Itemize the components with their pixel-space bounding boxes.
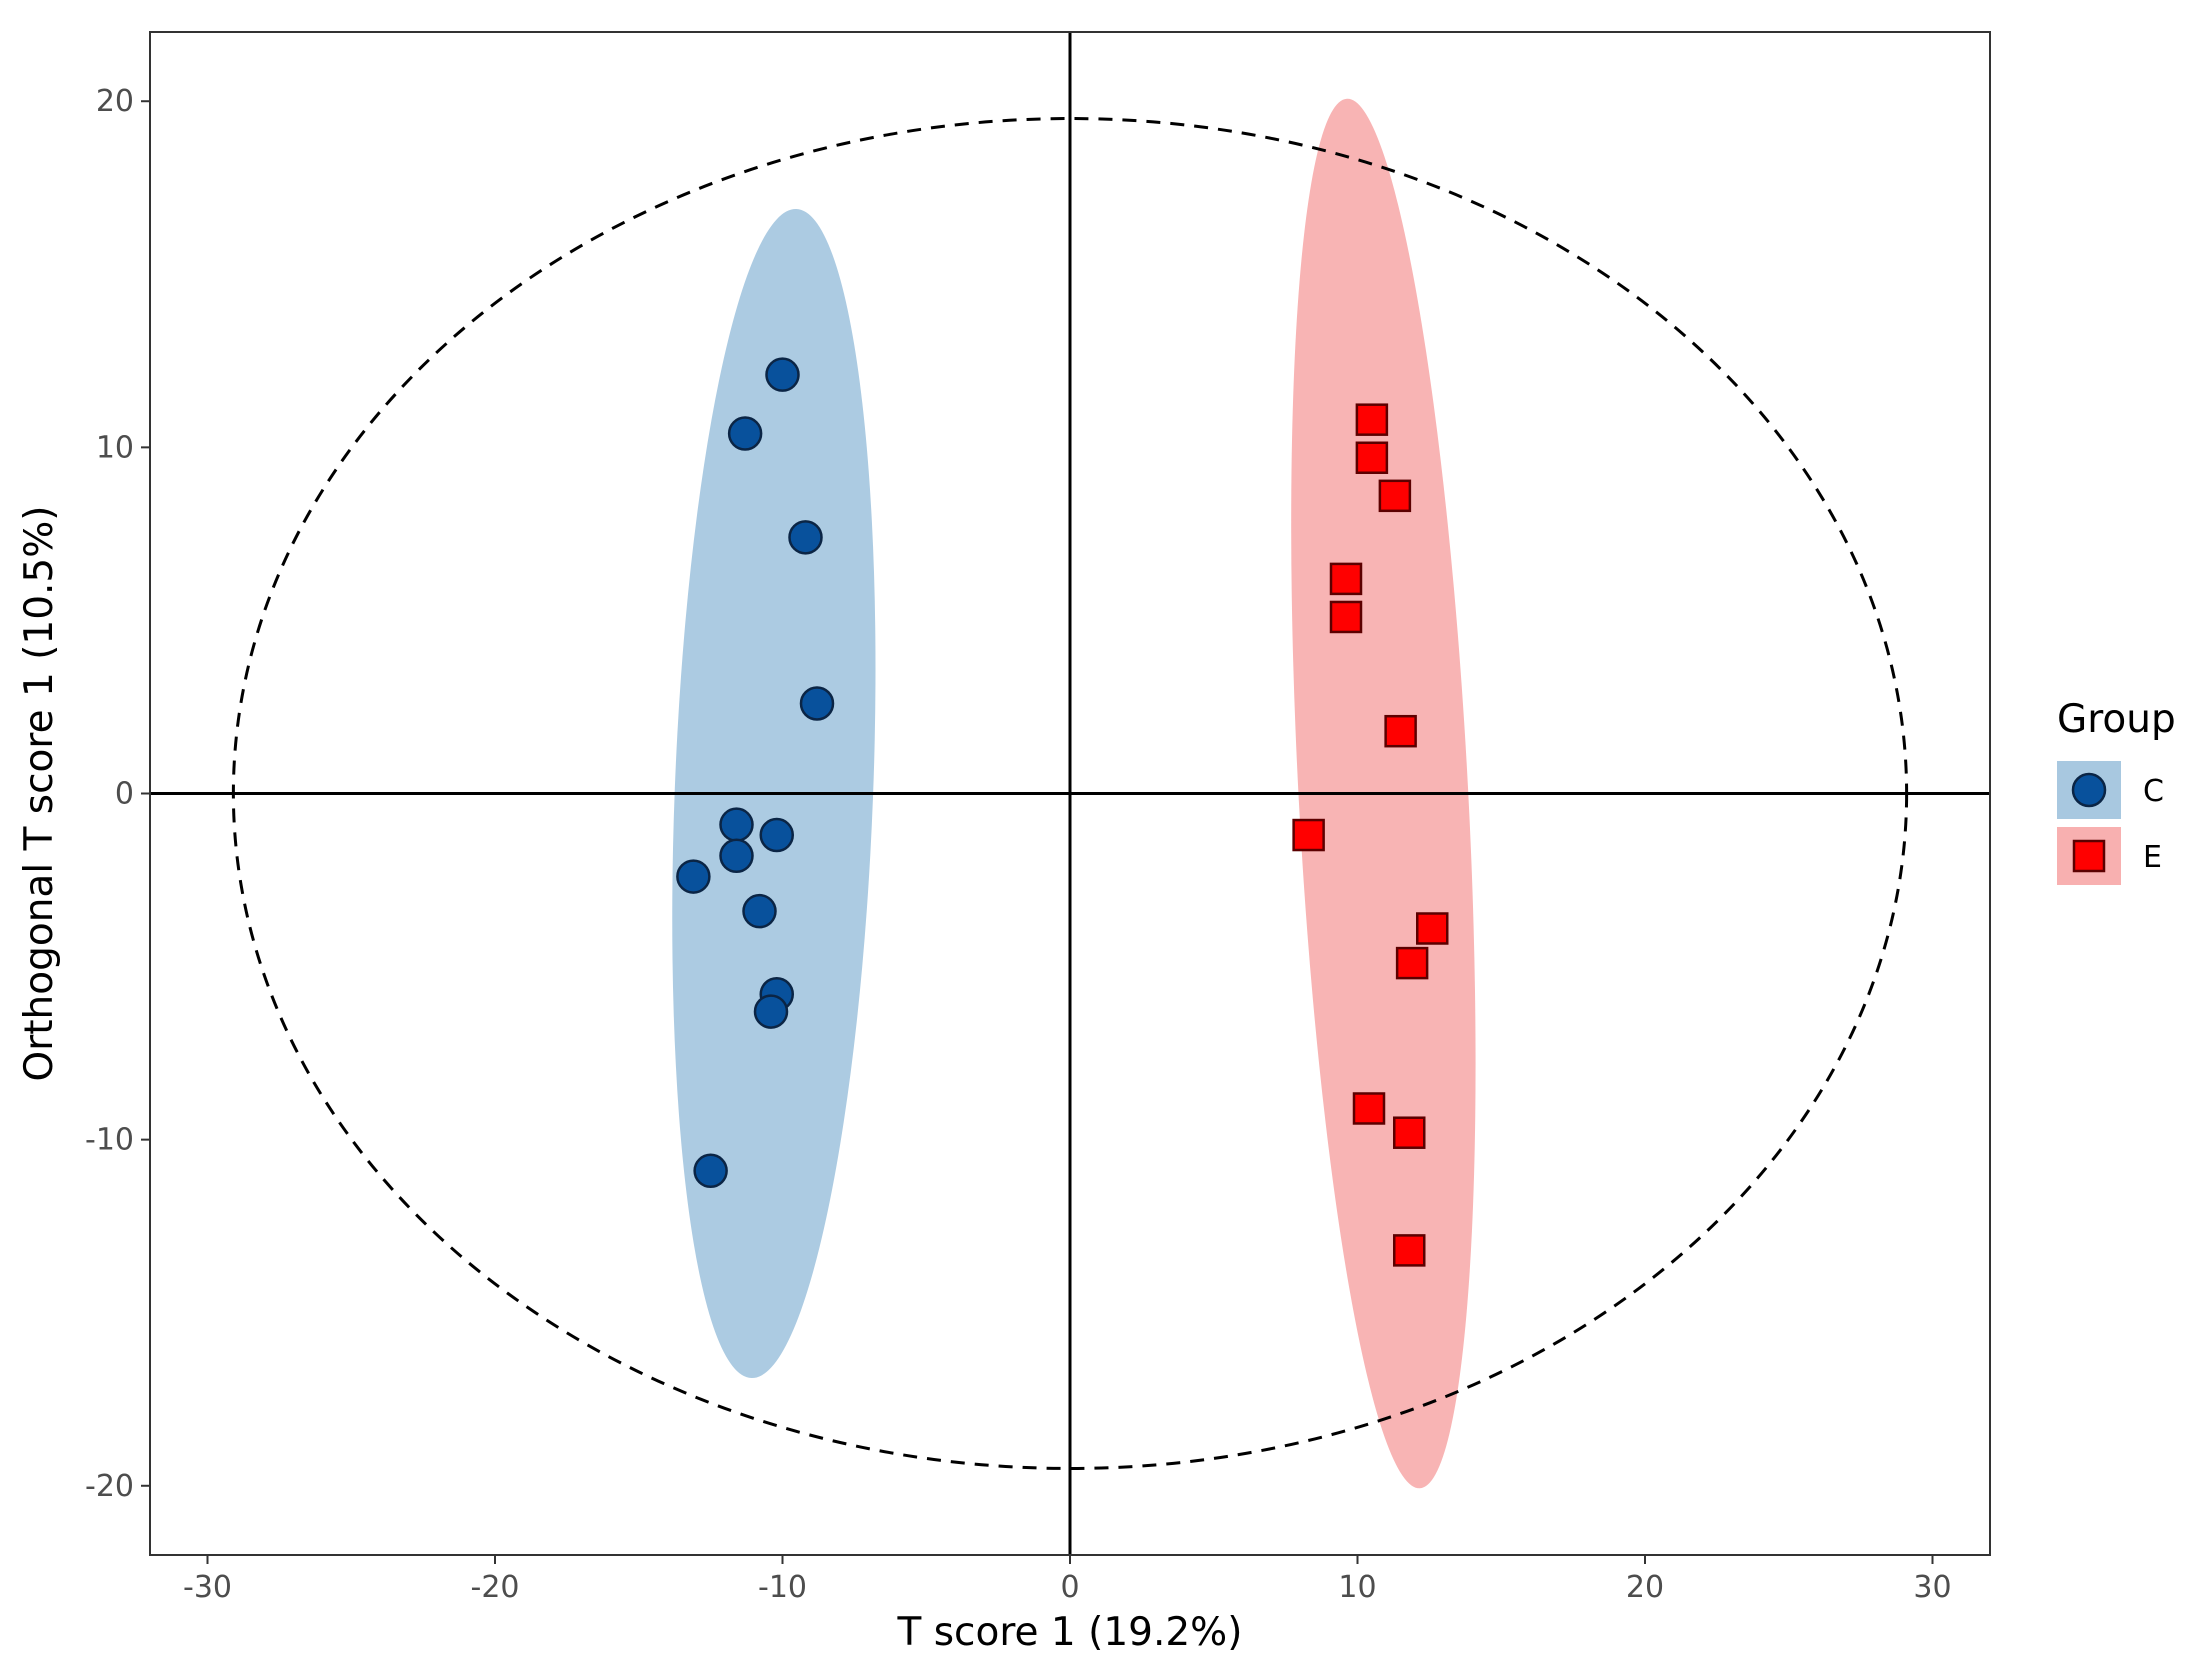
legend-title: Group [2057, 697, 2176, 742]
legend-label-e: E [2143, 840, 2162, 875]
data-point-e [1355, 403, 1389, 436]
data-point-c [719, 807, 754, 842]
hotelling-t2-ellipse [231, 117, 1909, 1470]
data-point-c [788, 520, 823, 555]
data-point-c [765, 357, 800, 392]
data-point-e [1292, 818, 1325, 852]
x-tick-label: -30 [183, 1570, 232, 1605]
data-point-c [759, 817, 794, 853]
data-point-c [727, 416, 763, 451]
x-axis-title: T score 1 (19.2%) [897, 1610, 1243, 1655]
y-axis-title: Orthogonal T score 1 (10.5%) [17, 505, 62, 1081]
data-point-e [1329, 600, 1363, 634]
data-point-c [693, 1153, 728, 1189]
y-tick-label: 20 [96, 84, 134, 119]
data-point-c [753, 994, 789, 1029]
data-point-e [1393, 1116, 1426, 1149]
legend-key-square-e [2072, 839, 2106, 873]
data-point-e [1329, 562, 1363, 596]
legend-key-circle-c [2071, 772, 2107, 808]
x-tick-label: 20 [1626, 1570, 1664, 1605]
x-tick-label: -20 [471, 1570, 520, 1605]
y-tick-label: -20 [85, 1469, 134, 1504]
axis-ticks: -30 -20 -10 0 10 20 30 -20 -10 0 10 20 [85, 84, 1952, 1605]
y-tick-label: 0 [115, 777, 134, 812]
x-tick-label: 10 [1338, 1570, 1376, 1605]
x-tick-label: 0 [1060, 1570, 1079, 1605]
legend: Group CE [2057, 697, 2176, 885]
data-point-c [742, 893, 777, 929]
data-point-c [799, 686, 835, 721]
data-point-e [1384, 714, 1417, 748]
data-point-e [1378, 479, 1412, 513]
legend-label-c: C [2143, 774, 2164, 809]
data-point-e [1355, 441, 1389, 474]
y-tick-label: 10 [96, 430, 134, 465]
plot-area [150, 32, 1990, 1555]
data-point-e [1395, 946, 1429, 980]
x-tick-label: 30 [1913, 1570, 1951, 1605]
data-point-c [719, 838, 754, 874]
x-tick-label: -10 [758, 1570, 807, 1605]
data-point-e [1352, 1092, 1386, 1125]
data-point-c [676, 859, 711, 894]
data-point-e [1416, 912, 1449, 945]
data-point-e [1393, 1234, 1426, 1267]
y-tick-label: -10 [85, 1123, 134, 1158]
